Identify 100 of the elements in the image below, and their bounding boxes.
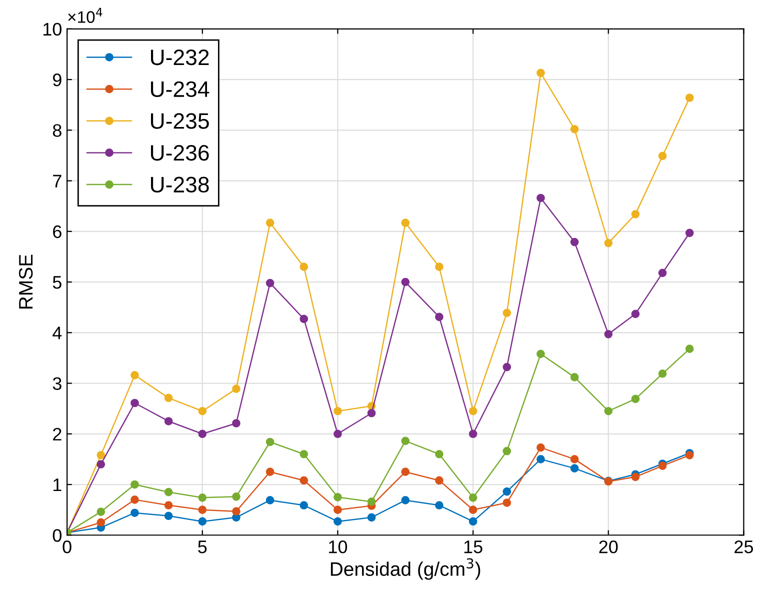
point: [232, 492, 240, 501]
point: [96, 518, 106, 527]
y-tick-label: 5: [52, 276, 62, 289]
point: [198, 506, 207, 514]
y-tick-label: 8: [52, 124, 62, 137]
point: [334, 406, 342, 416]
point: [685, 344, 694, 354]
x-tick-label: 10: [329, 540, 348, 554]
point: [164, 501, 173, 510]
point: [164, 417, 173, 426]
point: [164, 512, 173, 520]
point: [198, 494, 207, 502]
point: [631, 210, 640, 218]
point: [604, 330, 613, 338]
point: [604, 406, 613, 416]
point: [96, 460, 106, 468]
point: [232, 384, 240, 393]
y-tick-label: 9: [53, 73, 62, 86]
point: [300, 476, 308, 485]
point: [536, 68, 545, 78]
point: [468, 517, 478, 526]
point: [570, 455, 579, 464]
point: [570, 464, 579, 472]
point: [334, 517, 342, 526]
point: [367, 498, 376, 506]
point: [300, 262, 308, 271]
point: [232, 507, 240, 516]
point: [435, 476, 444, 485]
point: [685, 94, 694, 102]
point: [401, 496, 410, 504]
point: [536, 443, 545, 452]
point: [334, 430, 342, 438]
point: [266, 278, 274, 288]
point: [266, 438, 274, 446]
y-tick-label: 2: [53, 428, 62, 440]
point: [658, 268, 667, 278]
legend-label: U-232: [150, 49, 209, 66]
point: [232, 419, 240, 428]
legend-label: U-234: [150, 81, 210, 98]
legend-label: U-236: [150, 144, 209, 161]
point: [435, 501, 444, 510]
point: [300, 314, 308, 324]
point: [401, 436, 410, 446]
y-tick-label: 6: [53, 225, 62, 238]
point: [130, 370, 139, 380]
point: [536, 194, 545, 202]
point: [198, 517, 207, 526]
legend-label: U-235: [150, 113, 209, 129]
point: [685, 228, 694, 238]
point: [164, 394, 173, 402]
point: [130, 496, 139, 504]
point: [604, 238, 613, 248]
x-tick-label: 0: [62, 540, 72, 554]
point: [401, 468, 410, 476]
y-tick-label: 4: [52, 326, 62, 340]
point: [266, 468, 274, 476]
text: ×10$^{4}$: [68, 8, 102, 23]
point: [502, 362, 512, 372]
point: [300, 450, 308, 458]
point: [570, 238, 579, 246]
point: [502, 487, 512, 496]
x-tick-label: 5: [198, 540, 207, 554]
point: [468, 494, 478, 502]
x-tick-label: 20: [599, 540, 618, 554]
point: [334, 492, 342, 502]
point: [401, 218, 410, 227]
legend-label: U-238: [150, 176, 209, 193]
point: [266, 496, 274, 504]
point: [198, 406, 207, 416]
y-tick-label: 10: [43, 22, 62, 36]
point: [367, 513, 376, 522]
point: [502, 498, 512, 507]
point: [164, 488, 173, 496]
point: [435, 450, 444, 458]
point: [570, 373, 579, 382]
point: [468, 406, 478, 416]
x-axis-title: Densidad (g/cm$^{3}$): [330, 558, 480, 580]
point: [130, 398, 139, 408]
point: [536, 350, 545, 358]
point: [96, 450, 106, 460]
point: [435, 312, 444, 322]
y-axis-title: RMSE: [18, 254, 33, 309]
point: [631, 472, 640, 482]
point: [198, 430, 207, 438]
point: [300, 501, 308, 510]
point: [334, 506, 342, 514]
point: [658, 152, 667, 160]
y-tick-label: 3: [52, 377, 62, 390]
x-tick-label: 25: [734, 540, 753, 554]
point: [130, 508, 139, 518]
point: [502, 308, 512, 318]
point: [570, 124, 579, 134]
point: [536, 455, 545, 464]
point: [266, 218, 274, 227]
y-tick-label: 0: [52, 529, 62, 542]
point: [631, 310, 640, 318]
point: [502, 446, 512, 456]
x-tick-label: 15: [464, 540, 482, 554]
y-tick-label: 1: [54, 478, 62, 492]
point: [631, 394, 640, 404]
